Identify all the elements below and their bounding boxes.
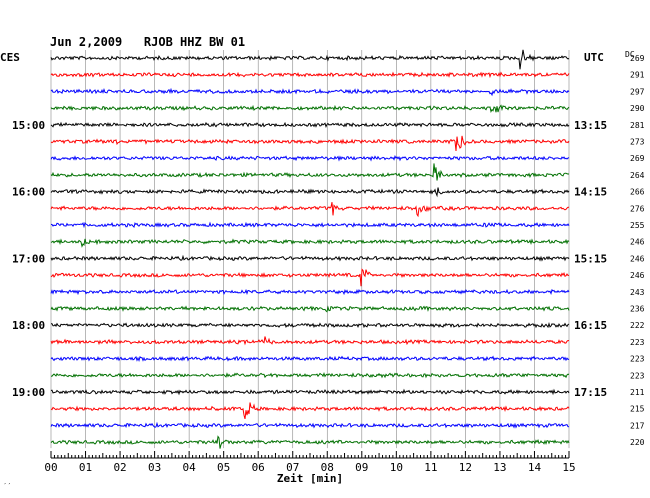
trace-4 bbox=[50, 121, 570, 129]
x-tick-label-00: 00 bbox=[44, 461, 57, 474]
dc-offset-label: 269 bbox=[630, 154, 645, 163]
trace-14 bbox=[50, 288, 570, 296]
trace-12 bbox=[50, 254, 570, 262]
dc-offset-label: 211 bbox=[630, 388, 645, 397]
dc-offset-label: 236 bbox=[630, 305, 645, 314]
trace-9 bbox=[50, 202, 569, 218]
x-tick-label-03: 03 bbox=[148, 461, 161, 474]
dc-offset-label: 269 bbox=[630, 54, 645, 63]
trace-8 bbox=[50, 187, 570, 198]
minute-grid bbox=[50, 50, 570, 449]
trace-16 bbox=[51, 322, 570, 329]
left-time-label: 15:00 bbox=[12, 119, 45, 132]
trace-2 bbox=[50, 87, 570, 97]
x-tick-label-07: 07 bbox=[286, 461, 299, 474]
dc-offset-label: 290 bbox=[630, 104, 645, 113]
right-time-label: 14:15 bbox=[574, 186, 607, 199]
dc-offset-label: 246 bbox=[630, 271, 645, 280]
trace-0 bbox=[50, 49, 570, 70]
dc-offset-label: 276 bbox=[630, 204, 645, 213]
x-tick-label-08: 08 bbox=[321, 461, 334, 474]
right-time-label: 15:15 bbox=[574, 252, 607, 265]
trace-19 bbox=[50, 372, 570, 379]
trace-15 bbox=[50, 305, 570, 313]
x-tick-label-14: 14 bbox=[528, 461, 542, 474]
left-time-label: 19:00 bbox=[12, 386, 45, 399]
right-time-label: 16:15 bbox=[574, 319, 607, 332]
dc-offset-label: 246 bbox=[630, 238, 645, 247]
trace-10 bbox=[50, 221, 570, 229]
right-timezone-label: UTC bbox=[584, 51, 604, 64]
x-tick-label-15: 15 bbox=[562, 461, 575, 474]
left-time-label: 16:00 bbox=[12, 186, 45, 199]
dc-offset-label: 255 bbox=[630, 221, 645, 230]
trace-1 bbox=[50, 71, 570, 79]
x-tick-label-11: 11 bbox=[424, 461, 437, 474]
x-tick-label-06: 06 bbox=[252, 461, 265, 474]
trace-21 bbox=[50, 402, 570, 420]
dc-offset-label: 217 bbox=[630, 421, 645, 430]
x-tick-label-09: 09 bbox=[355, 461, 368, 474]
left-timezone-label: CES bbox=[0, 51, 20, 64]
x-tick-label-02: 02 bbox=[113, 461, 126, 474]
dc-offset-label: 273 bbox=[630, 138, 645, 147]
trace-3 bbox=[50, 104, 570, 113]
dc-offset-label: 281 bbox=[630, 121, 645, 130]
dc-header-label: DC bbox=[625, 50, 635, 59]
dc-offset-label: 264 bbox=[630, 171, 645, 180]
trace-11 bbox=[50, 238, 570, 248]
trace-7 bbox=[50, 163, 569, 181]
dc-offset-label: 243 bbox=[630, 288, 645, 297]
trace-6 bbox=[50, 155, 570, 162]
right-time-labels: 13:15 14:15 15:15 16:15 17:15 bbox=[574, 119, 607, 399]
trace-18 bbox=[50, 355, 570, 363]
x-axis-label: Zeit [min] bbox=[277, 472, 343, 485]
dc-offset-label: 220 bbox=[630, 438, 645, 447]
x-tick-label-12: 12 bbox=[459, 461, 472, 474]
dc-offset-label: 222 bbox=[630, 321, 645, 330]
chart-title: Jun 2,2009 RJOB HHZ BW 01 bbox=[50, 35, 245, 49]
trace-23 bbox=[50, 435, 570, 449]
dc-offset-label: 215 bbox=[630, 405, 645, 414]
right-time-label: 13:15 bbox=[574, 119, 607, 132]
trace-22 bbox=[50, 421, 570, 429]
dc-offset-label: 223 bbox=[630, 338, 645, 347]
x-tick-label-04: 04 bbox=[183, 461, 197, 474]
left-time-label: 18:00 bbox=[12, 319, 45, 332]
x-tick-label-01: 01 bbox=[79, 461, 92, 474]
x-axis: 00 01 02 03 04 05 06 07 08 09 10 11 12 13 14 15 bbox=[44, 451, 576, 474]
dc-offset-label: 223 bbox=[630, 355, 645, 364]
dc-offset-labels: 269 291 297 290 281 273 269 264 266 276 255 246 246 2… bbox=[630, 54, 645, 447]
footer-mark: ′′ bbox=[3, 482, 11, 490]
seismic-traces bbox=[50, 49, 570, 449]
left-time-labels: 15:00 16:00 17:00 18:00 19:00 bbox=[12, 119, 45, 399]
trace-5 bbox=[50, 135, 570, 152]
trace-20 bbox=[50, 388, 570, 396]
x-tick-label-05: 05 bbox=[217, 461, 230, 474]
dc-offset-label: 246 bbox=[630, 254, 645, 263]
dc-offset-label: 223 bbox=[630, 371, 645, 380]
dc-offset-label: 266 bbox=[630, 188, 645, 197]
left-time-label: 17:00 bbox=[12, 252, 45, 265]
trace-17 bbox=[50, 336, 570, 346]
right-time-label: 17:15 bbox=[574, 386, 607, 399]
dc-offset-label: 297 bbox=[630, 87, 645, 96]
x-tick-label-10: 10 bbox=[390, 461, 403, 474]
dc-offset-label: 291 bbox=[630, 71, 645, 80]
trace-13 bbox=[50, 268, 570, 287]
x-tick-label-13: 13 bbox=[493, 461, 506, 474]
